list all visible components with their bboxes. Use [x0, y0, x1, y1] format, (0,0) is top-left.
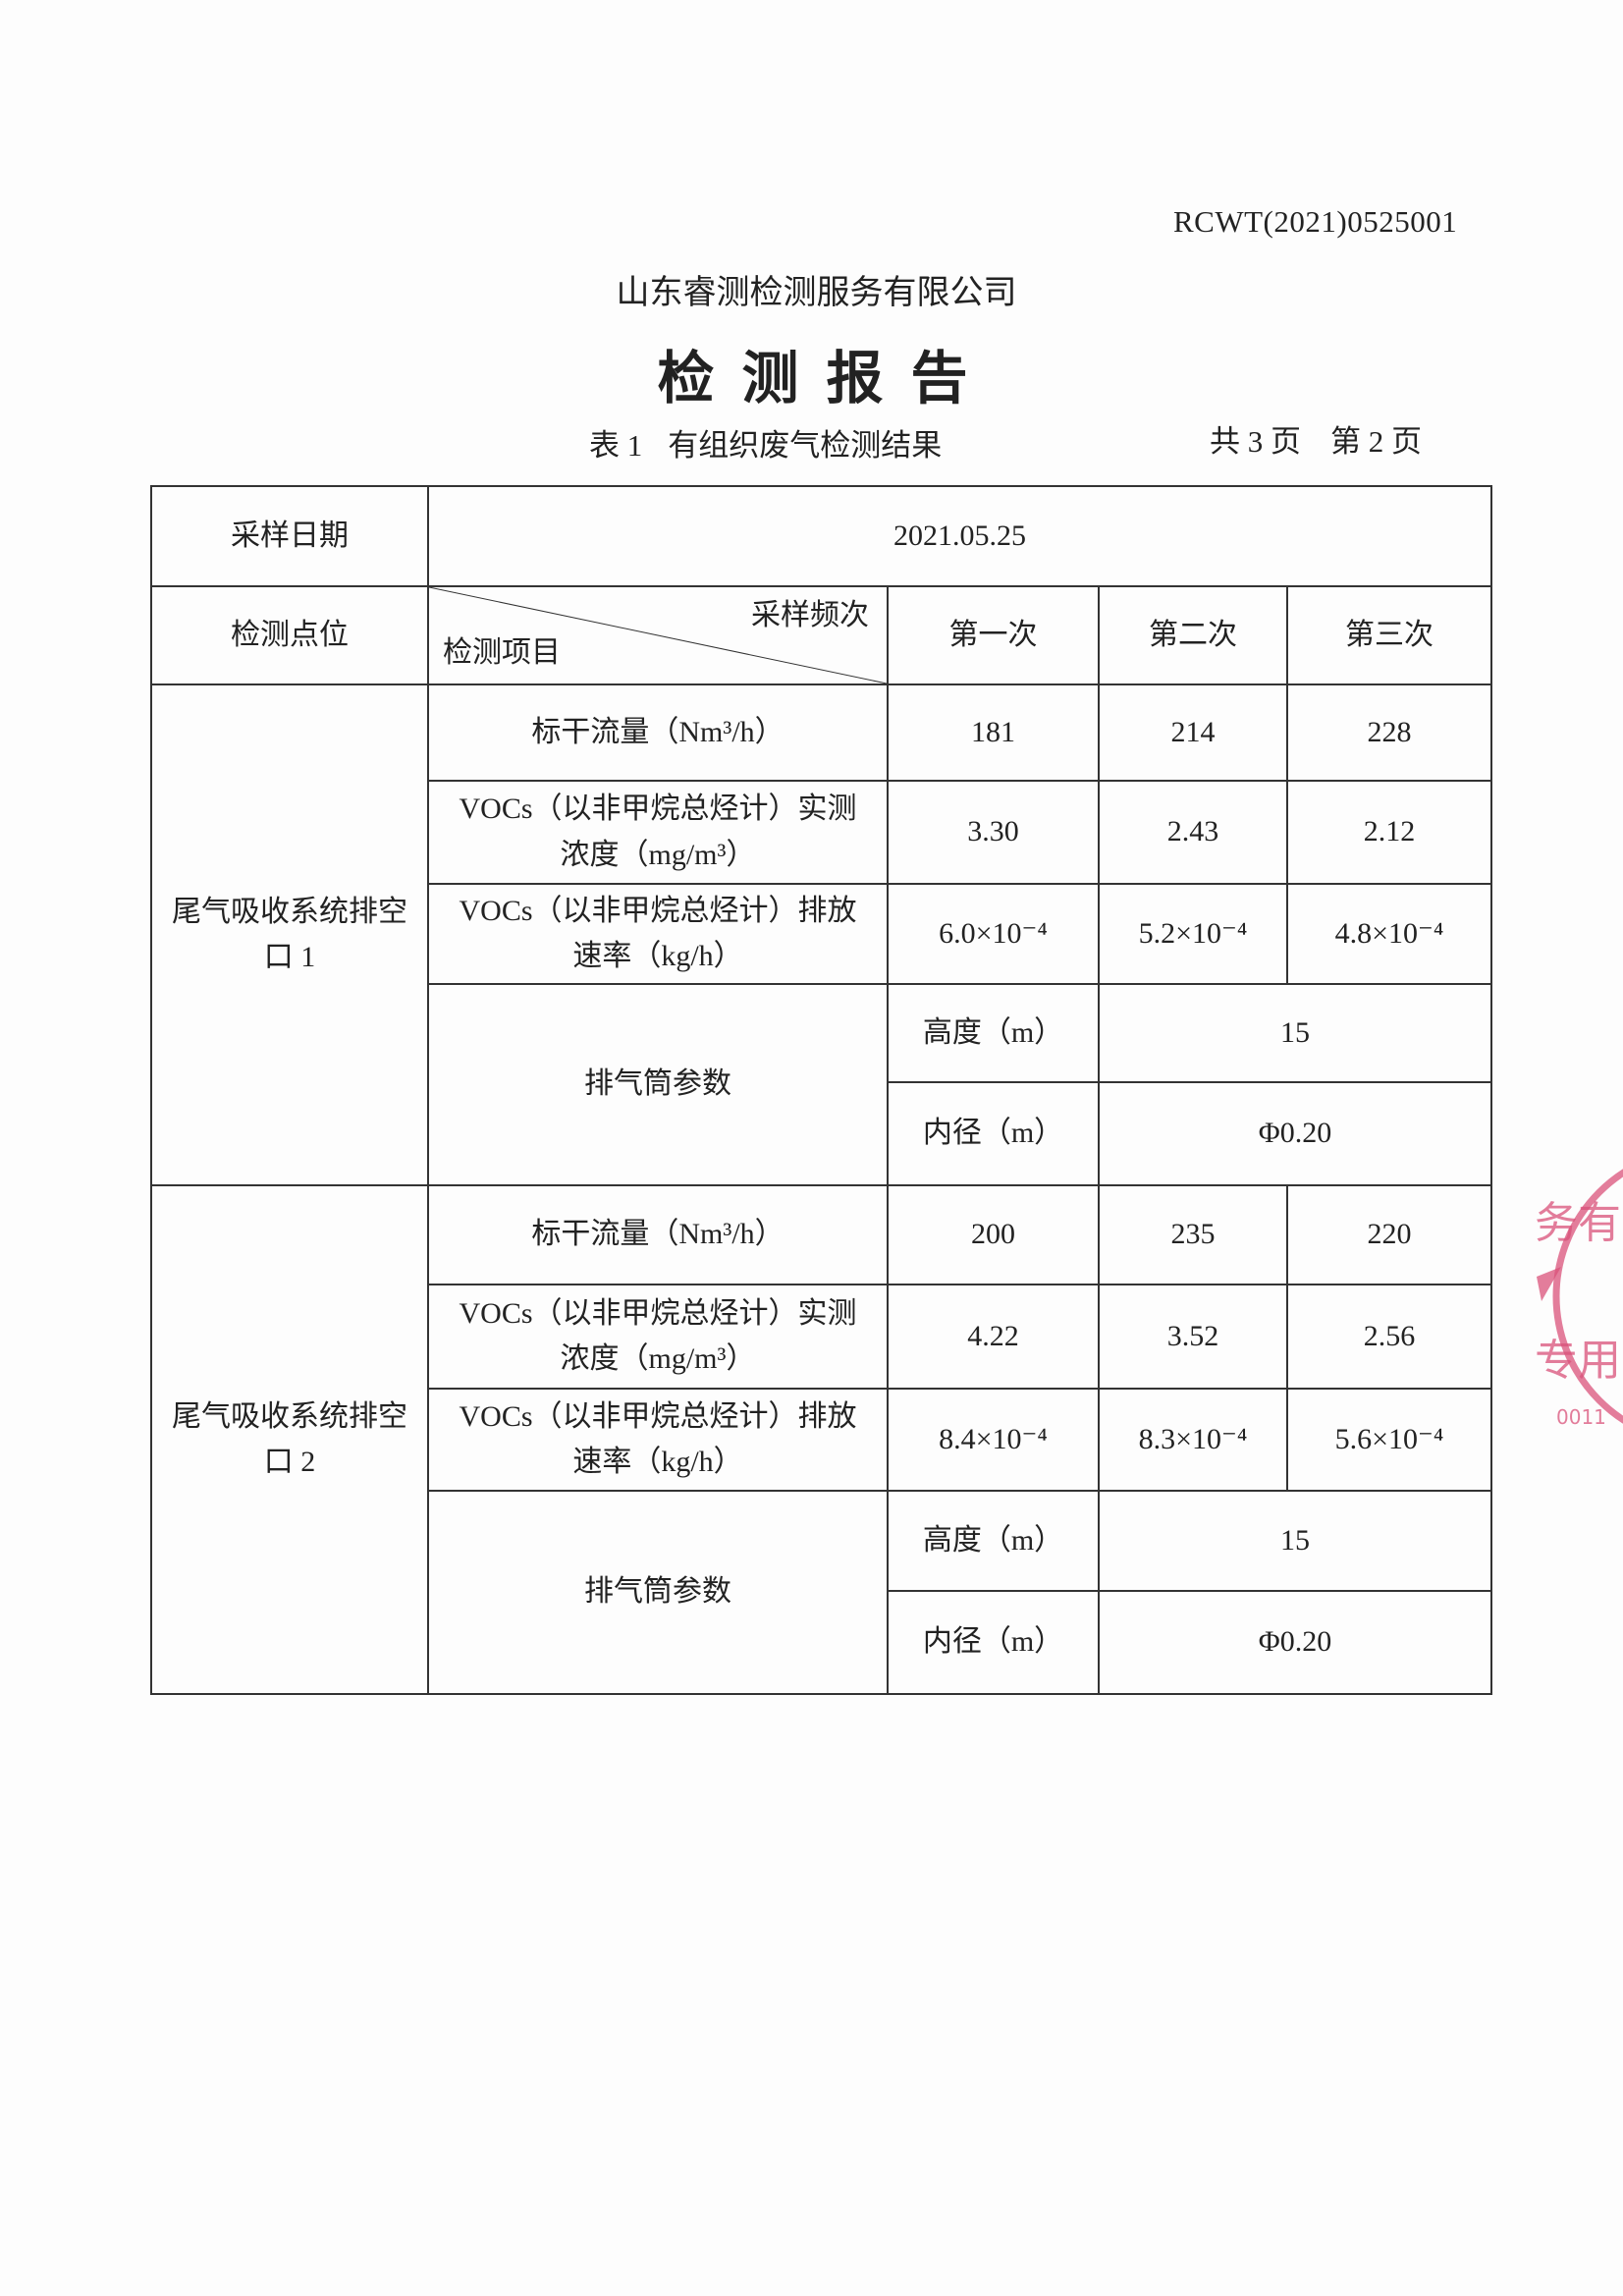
value-cell: 220 — [1286, 1184, 1492, 1285]
table-row: 排气筒参数 高度（m） 15 — [151, 1490, 1492, 1695]
table-row: VOCs（以非甲烷总烃计）排放速率（kg/h） 6.0×10⁻⁴ 5.2×10⁻… — [151, 883, 1492, 985]
current-page: 第 2 页 — [1330, 424, 1422, 459]
value-cell: 8.3×10⁻⁴ — [1098, 1388, 1288, 1492]
table-row: VOCs（以非甲烷总烃计）排放速率（kg/h） 8.4×10⁻⁴ 8.3×10⁻… — [151, 1388, 1492, 1492]
value-cell: 181 — [887, 683, 1100, 782]
stack-param-value: Φ0.20 — [1098, 1590, 1492, 1695]
value-cell: 228 — [1286, 683, 1492, 782]
stack-param-value: Φ0.20 — [1098, 1081, 1492, 1186]
sampling-date-label: 采样日期 — [150, 485, 429, 587]
sampling-date: 2021.05.25 — [427, 485, 1492, 587]
item-name: VOCs（以非甲烷总烃计）实测浓度（mg/m³） — [427, 1284, 889, 1390]
value-cell: 2.56 — [1286, 1284, 1492, 1390]
value-cell: 4.8×10⁻⁴ — [1286, 883, 1492, 985]
value-cell: 6.0×10⁻⁴ — [887, 883, 1100, 985]
stack-param-name: 高度（m） — [887, 983, 1100, 1083]
stack-label: 排气筒参数 — [427, 983, 889, 1186]
value-cell: 235 — [1098, 1184, 1288, 1285]
report-number: RCWT(2021)0525001 — [1173, 204, 1458, 239]
value-cell: 3.30 — [887, 780, 1100, 885]
diagonal-header: 采样频次 检测项目 — [427, 585, 889, 685]
table-label: 表 1 — [589, 428, 643, 463]
page-indicator: 共 3 页第 2 页 — [1210, 416, 1451, 461]
table-row: 尾气吸收系统排空口 1 标干流量（Nm³/h） 181 214 228 — [150, 683, 1492, 1186]
results-table: 采样日期 2021.05.25 检测点位 采样频次 检测项目 第一次 第二次 第… — [150, 485, 1492, 1695]
value-cell: 5.6×10⁻⁴ — [1286, 1388, 1492, 1492]
stack-param-name: 内径（m） — [887, 1081, 1100, 1186]
frequency-label: 采样频次 — [751, 599, 869, 631]
value-cell: 2.12 — [1286, 780, 1492, 885]
stack-param-name: 内径（m） — [887, 1590, 1100, 1695]
table-row: 尾气吸收系统排空口 2 标干流量（Nm³/h） 200 235 220 — [150, 1184, 1492, 1695]
round-3-header: 第三次 — [1286, 585, 1492, 685]
table-row: 内径（m） Φ0.20 — [151, 1590, 1492, 1695]
value-cell: 214 — [1098, 683, 1288, 782]
table-row: VOCs（以非甲烷总烃计）实测浓度（mg/m³） 3.30 2.43 2.12 — [151, 780, 1492, 885]
value-cell: 3.52 — [1098, 1284, 1288, 1390]
total-pages: 共 3 页 — [1210, 424, 1301, 459]
item-name: 标干流量（Nm³/h） — [427, 1184, 889, 1285]
stack-label: 排气筒参数 — [427, 1490, 889, 1695]
table-row: VOCs（以非甲烷总烃计）实测浓度（mg/m³） 4.22 3.52 2.56 — [151, 1284, 1492, 1390]
value-cell: 8.4×10⁻⁴ — [887, 1388, 1100, 1492]
stack-param-name: 高度（m） — [887, 1490, 1100, 1592]
item-name: VOCs（以非甲烷总烃计）排放速率（kg/h） — [427, 883, 889, 985]
point-name: 尾气吸收系统排空口 1 — [150, 683, 429, 1186]
table-caption: 表 1 有组织废气检测结果 — [589, 420, 967, 465]
value-cell: 200 — [887, 1184, 1100, 1285]
svg-text:0011: 0011 — [1556, 1405, 1606, 1429]
value-cell: 4.22 — [887, 1284, 1100, 1390]
table-row: 内径（m） Φ0.20 — [151, 1081, 1492, 1186]
company-name: 山东睿测检测服务有限公司 — [616, 275, 1017, 311]
item-label: 检测项目 — [443, 635, 561, 669]
svg-text:务有: 务有 — [1535, 1198, 1621, 1248]
svg-text:专用: 专用 — [1535, 1336, 1621, 1386]
item-name: VOCs（以非甲烷总烃计）排放速率（kg/h） — [427, 1388, 889, 1492]
item-name: 标干流量（Nm³/h） — [427, 683, 889, 782]
table-title: 有组织废气检测结果 — [668, 428, 943, 463]
item-name: VOCs（以非甲烷总烃计）实测浓度（mg/m³） — [427, 780, 889, 885]
report-title: 检测报告 — [657, 347, 996, 410]
round-1-header: 第一次 — [887, 585, 1100, 685]
table-row: 排气筒参数 高度（m） 15 — [151, 983, 1492, 1186]
company-seal-stamp: 务有 专用 0011 — [1535, 1169, 1623, 1429]
diagonal-line — [429, 587, 887, 683]
point-name: 尾气吸收系统排空口 2 — [150, 1184, 429, 1695]
stack-param-value: 15 — [1098, 1490, 1492, 1592]
round-2-header: 第二次 — [1098, 585, 1288, 685]
stack-param-value: 15 — [1098, 983, 1492, 1083]
value-cell: 2.43 — [1098, 780, 1288, 885]
value-cell: 5.2×10⁻⁴ — [1098, 883, 1288, 985]
point-label: 检测点位 — [150, 585, 429, 685]
